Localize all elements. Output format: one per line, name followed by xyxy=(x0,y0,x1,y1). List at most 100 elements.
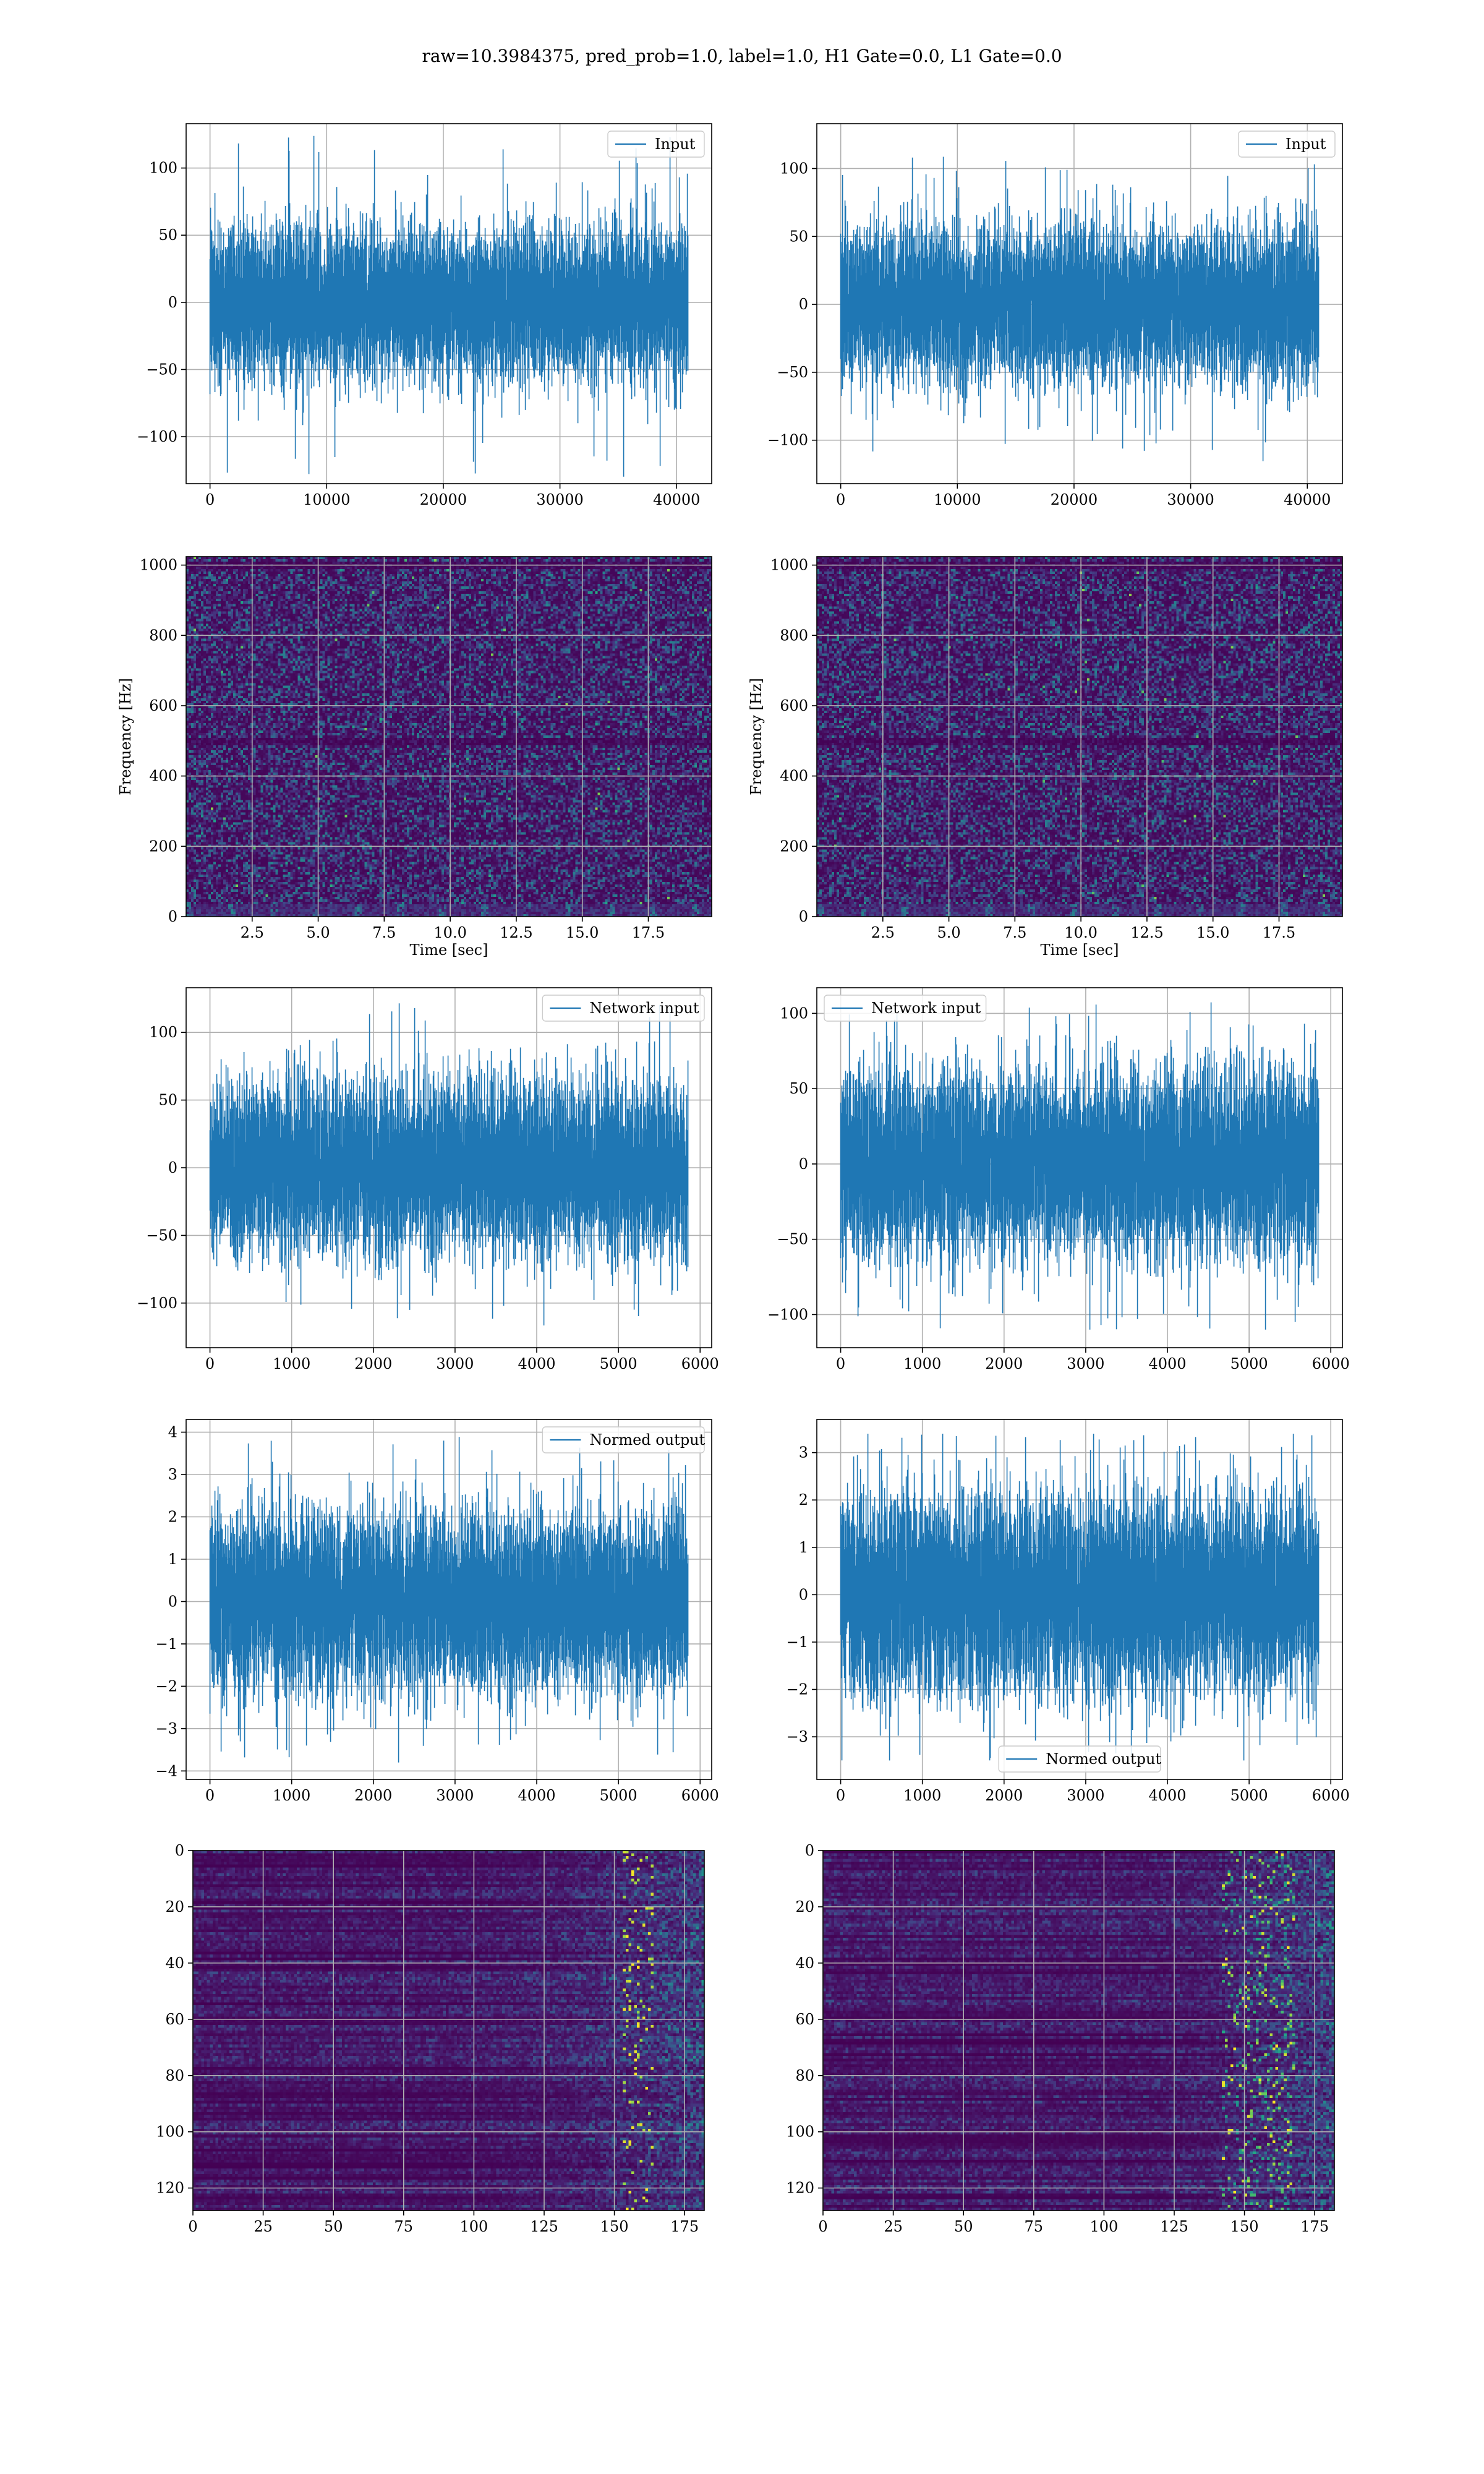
legend-label: Input xyxy=(655,135,696,153)
axes-frame xyxy=(186,987,712,1348)
subplot-p10: 0 25 50 75 100 125 150 175 0 20 40 60 80 100 120 xyxy=(786,1842,1335,2235)
series-line xyxy=(840,1434,1320,1761)
x-tick-label: 40000 xyxy=(653,491,700,508)
legend-box xyxy=(1238,131,1336,158)
series-line xyxy=(840,1002,1320,1330)
x-tick-label: 12.5 xyxy=(500,924,532,941)
subplot-p9: 0 25 50 75 100 125 150 175 0 20 40 60 80 100 120 xyxy=(156,1842,705,2235)
x-tick-label: 0 xyxy=(205,1355,215,1372)
x-tick-label: 1000 xyxy=(273,1787,310,1804)
y-tick-label: 0 xyxy=(168,1593,177,1610)
y-tick-label: −4 xyxy=(156,1762,177,1779)
y-tick-label: 60 xyxy=(795,2011,814,2028)
y-tick-label: −2 xyxy=(156,1677,177,1695)
subplot-p6: 0 1000 2000 3000 4000 5000 6000 −100 −50 0 50 100 Ne… xyxy=(767,987,1350,1372)
y-tick-label: 20 xyxy=(795,1898,814,1915)
y-tick-label: 0 xyxy=(168,908,177,925)
x-tick-label: 3000 xyxy=(436,1355,474,1372)
y-tick-label: 120 xyxy=(156,2180,184,2197)
x-tick-label: 2000 xyxy=(985,1787,1023,1804)
figure-suptitle: raw=10.3984375, pred_prob=1.0, label=1.0… xyxy=(422,46,1062,66)
y-tick-label: 100 xyxy=(780,160,808,177)
x-axis-label: Time [sec] xyxy=(410,941,488,959)
legend-label: Input xyxy=(1286,135,1326,153)
y-tick-label: 600 xyxy=(149,697,177,714)
y-tick-label: 50 xyxy=(789,1080,808,1097)
y-tick-label: 3 xyxy=(168,1466,177,1483)
y-tick-label: 0 xyxy=(168,294,177,311)
axes-frame xyxy=(186,556,712,917)
y-tick-label: −50 xyxy=(146,1226,177,1244)
x-tick-label: 10000 xyxy=(934,491,981,508)
y-tick-label: 0 xyxy=(799,1155,808,1173)
x-tick-label: 100 xyxy=(459,2218,488,2235)
y-tick-label: 2 xyxy=(799,1491,808,1509)
x-axis-label: Time [sec] xyxy=(1041,941,1119,959)
legend: Input xyxy=(1238,131,1336,158)
y-tick-label: 120 xyxy=(786,2180,814,2197)
y-tick-label: −50 xyxy=(146,361,177,378)
x-tick-label: 175 xyxy=(1300,2218,1329,2235)
y-tick-label: −100 xyxy=(137,428,177,445)
x-tick-label: 17.5 xyxy=(632,924,665,941)
y-tick-label: 20 xyxy=(165,1898,184,1915)
axes-frame xyxy=(816,987,1343,1348)
y-tick-label: 40 xyxy=(165,1954,184,1972)
y-tick-label: 600 xyxy=(780,697,808,714)
heatmap-image xyxy=(823,1851,1334,2211)
y-tick-label: 40 xyxy=(795,1954,814,1972)
heatmap-image xyxy=(193,1851,704,2211)
y-tick-label: 1000 xyxy=(140,557,177,574)
y-tick-label: 1000 xyxy=(770,557,808,574)
subplot-p2: 0 10000 20000 30000 40000 −100 −50 0 50 100 Input xyxy=(767,123,1343,508)
subplot-p3: 2.5 5.0 7.5 10.0 12.5 15.0 17.5 0 200 400 600 800 10… xyxy=(117,556,712,959)
x-tick-label: 2000 xyxy=(354,1787,392,1804)
y-axis-label: Frequency [Hz] xyxy=(748,678,765,795)
x-tick-label: 5000 xyxy=(600,1787,638,1804)
x-tick-label: 5000 xyxy=(1230,1787,1268,1804)
x-tick-label: 7.5 xyxy=(1003,924,1026,941)
x-tick-label: 5000 xyxy=(1230,1355,1268,1372)
x-tick-label: 75 xyxy=(394,2218,414,2235)
x-tick-label: 12.5 xyxy=(1130,924,1163,941)
x-tick-label: 5.0 xyxy=(937,924,960,941)
subplot-p1: 0 10000 20000 30000 40000 −100 −50 0 50 100 Input xyxy=(137,123,712,508)
axes-frame xyxy=(186,1419,712,1780)
x-tick-label: 1000 xyxy=(903,1355,941,1372)
x-tick-label: 3000 xyxy=(1067,1355,1104,1372)
subplot-p4: 2.5 5.0 7.5 10.0 12.5 15.0 17.5 0 200 400 600 800 10… xyxy=(748,556,1343,959)
legend-box xyxy=(607,131,705,158)
y-tick-label: 1 xyxy=(168,1551,177,1568)
x-tick-label: 75 xyxy=(1025,2218,1044,2235)
heatmap-image xyxy=(186,557,712,917)
legend-box xyxy=(824,995,987,1022)
legend-label: Normed output xyxy=(589,1431,705,1449)
y-tick-label: 100 xyxy=(149,1024,177,1041)
x-tick-label: 4000 xyxy=(1148,1355,1186,1372)
x-tick-label: 17.5 xyxy=(1263,924,1295,941)
x-tick-label: 0 xyxy=(818,2218,827,2235)
x-tick-label: 150 xyxy=(600,2218,629,2235)
x-tick-label: 25 xyxy=(254,2218,273,2235)
axes-frame xyxy=(816,123,1343,484)
x-tick-label: 1000 xyxy=(903,1787,941,1804)
legend: Normed output xyxy=(998,1745,1161,1773)
legend: Normed output xyxy=(542,1426,706,1453)
x-tick-label: 50 xyxy=(954,2218,973,2235)
x-tick-label: 2000 xyxy=(985,1355,1023,1372)
subplot-p8: 0 1000 2000 3000 4000 5000 6000 −3 −2 −1 0 1 2 3 Norme… xyxy=(787,1419,1350,1804)
x-tick-label: 2.5 xyxy=(241,924,264,941)
legend: Network input xyxy=(824,995,987,1022)
x-tick-label: 15.0 xyxy=(566,924,599,941)
y-tick-label: 200 xyxy=(149,837,177,855)
y-tick-label: 50 xyxy=(158,1092,177,1109)
x-tick-label: 125 xyxy=(1160,2218,1188,2235)
x-tick-label: 10.0 xyxy=(1064,924,1097,941)
y-tick-label: 50 xyxy=(158,226,177,244)
series-line xyxy=(209,1437,689,1763)
x-tick-label: 30000 xyxy=(536,491,583,508)
axes-frame xyxy=(816,1419,1343,1780)
y-tick-label: 0 xyxy=(805,1842,814,1859)
y-tick-label: −100 xyxy=(767,432,808,449)
x-tick-label: 2.5 xyxy=(871,924,895,941)
